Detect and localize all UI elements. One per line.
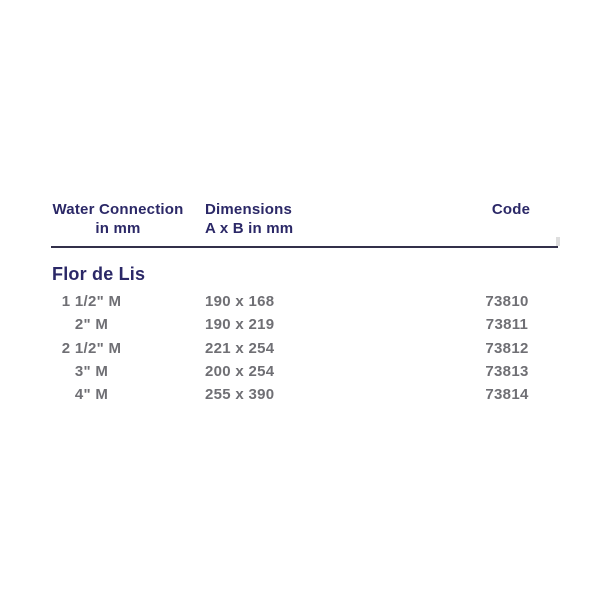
column-header-line: in mm	[95, 220, 141, 237]
table-row: 4" M 255 x 390 73814	[0, 383, 603, 406]
column-header-line: A x B in mm	[205, 220, 294, 237]
section-title: Flor de Lis	[52, 264, 146, 284]
table-row: 3" M 200 x 254 73813	[0, 360, 603, 383]
rule-end-artifact	[556, 237, 560, 246]
cell-code: 73813	[485, 362, 529, 380]
column-header-line: Dimensions	[205, 201, 293, 218]
cell-dimensions: 190 x 168	[205, 293, 275, 310]
cell-code: 73811	[485, 316, 529, 334]
header-divider-rule	[51, 246, 558, 248]
cell-code: 73814	[485, 386, 529, 404]
cell-water-connection: 4" M	[74, 386, 109, 404]
column-header-line: Water Connection	[52, 201, 184, 218]
cell-water-connection: 2 1/2" M	[61, 339, 122, 357]
cell-water-connection: 1 1/2" M	[61, 293, 122, 310]
cell-water-connection: 3" M	[74, 362, 109, 380]
cell-dimensions: 255 x 390	[205, 386, 275, 404]
cell-code: 73812	[485, 339, 529, 357]
cell-dimensions: 190 x 219	[205, 316, 275, 334]
cell-water-connection: 2" M	[74, 316, 109, 334]
table-row: 2 1/2" M 221 x 254 73812	[0, 337, 603, 360]
cell-code: 73810	[485, 293, 529, 310]
column-header-line: Code	[491, 201, 531, 218]
cell-dimensions: 200 x 254	[205, 362, 275, 380]
table-body: 1 1/2" M 190 x 168 73810 2" M 190 x 219 …	[0, 290, 603, 406]
column-header-dimensions: Dimensions A x B in mm	[205, 200, 345, 238]
column-header-water-connection: Water Connection in mm	[51, 200, 185, 238]
cell-dimensions: 221 x 254	[205, 339, 275, 357]
column-header-code: Code	[451, 200, 571, 219]
table-row: 2" M 190 x 219 73811	[0, 313, 603, 336]
table-row: 1 1/2" M 190 x 168 73810	[0, 290, 603, 313]
